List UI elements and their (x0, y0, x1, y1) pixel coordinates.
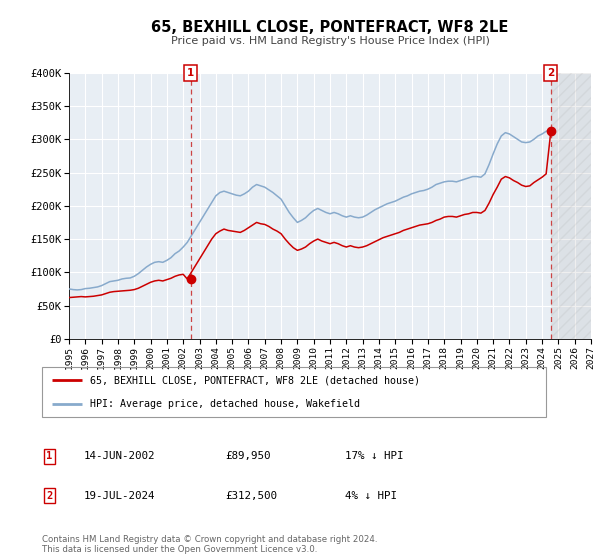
Text: 65, BEXHILL CLOSE, PONTEFRACT, WF8 2LE (detached house): 65, BEXHILL CLOSE, PONTEFRACT, WF8 2LE (… (90, 375, 420, 385)
Text: 19-JUL-2024: 19-JUL-2024 (84, 491, 155, 501)
Text: 4% ↓ HPI: 4% ↓ HPI (345, 491, 397, 501)
Text: £312,500: £312,500 (225, 491, 277, 501)
Text: HPI: Average price, detached house, Wakefield: HPI: Average price, detached house, Wake… (90, 399, 360, 409)
Text: 17% ↓ HPI: 17% ↓ HPI (345, 451, 404, 461)
Text: 14-JUN-2002: 14-JUN-2002 (84, 451, 155, 461)
Text: 1: 1 (187, 68, 194, 78)
Bar (551, 73, 591, 339)
Text: 65, BEXHILL CLOSE, PONTEFRACT, WF8 2LE: 65, BEXHILL CLOSE, PONTEFRACT, WF8 2LE (151, 20, 509, 35)
Text: Contains HM Land Registry data © Crown copyright and database right 2024.
This d: Contains HM Land Registry data © Crown c… (42, 535, 377, 554)
Text: 2: 2 (547, 68, 554, 78)
Text: £89,950: £89,950 (225, 451, 271, 461)
Text: Price paid vs. HM Land Registry's House Price Index (HPI): Price paid vs. HM Land Registry's House … (170, 36, 490, 46)
Text: 2: 2 (46, 491, 52, 501)
Text: 1: 1 (46, 451, 52, 461)
